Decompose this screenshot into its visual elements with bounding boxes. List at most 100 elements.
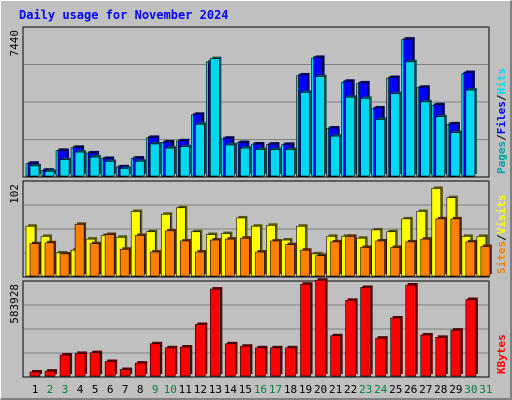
- bar-kbytes-day-18: [285, 345, 298, 377]
- bar-kbytes-day-12: [195, 322, 208, 377]
- bar-kbytes-day-24: [375, 336, 388, 377]
- x-tick-day-4: 4: [77, 383, 84, 396]
- bar-kbytes-day-8-face: [134, 362, 146, 377]
- bar-pages-day-19: [300, 90, 312, 177]
- bar-pages-day-14: [225, 142, 237, 177]
- bar-sites-day-9: [149, 250, 162, 277]
- bar-sites-day-24: [375, 238, 387, 277]
- bar-kbytes-day-12-face: [195, 324, 206, 377]
- right-label-separator: /: [495, 234, 508, 241]
- bar-pages-day-20-face: [315, 76, 325, 177]
- bar-pages-day-25-face: [390, 93, 401, 177]
- bar-sites-day-5-face: [89, 243, 100, 277]
- bar-sites-day-15-face: [240, 237, 250, 277]
- bar-kbytes-day-1: [29, 369, 42, 377]
- bar-kbytes-day-20-face: [315, 279, 326, 377]
- x-tick-day-8: 8: [137, 383, 144, 396]
- bar-sites-day-10-face: [164, 230, 175, 277]
- bar-sites-day-22: [345, 234, 357, 277]
- bar-kbytes-day-15: [240, 344, 253, 377]
- bar-sites-day-12-face: [195, 251, 205, 277]
- bar-kbytes-day-15-face: [240, 345, 251, 377]
- bar-kbytes-day-3: [59, 353, 73, 377]
- bar-sites-day-20: [315, 253, 327, 277]
- x-axis-day-labels: 1 2 3 4 5 6 7 8 9 10 11 12 13 14 15 16 17 18 19 20 21 22 23 24 2…: [32, 383, 493, 396]
- bar-pages-day-6-face: [104, 161, 115, 177]
- bar-kbytes-day-4-face: [74, 353, 86, 377]
- bar-pages-day-22-face: [345, 96, 355, 177]
- x-tick-day-28: 28: [434, 383, 447, 396]
- x-tick-day-14: 14: [224, 383, 238, 396]
- bar-kbytes-day-21-face: [330, 335, 341, 377]
- bar-sites-day-17-face: [270, 240, 280, 277]
- bar-kbytes-day-9-face: [149, 343, 161, 377]
- bar-kbytes-day-2: [44, 369, 58, 377]
- y-max-label: 7440: [8, 30, 21, 57]
- bar-sites-day-30-face: [465, 241, 476, 277]
- bar-sites-day-1-face: [29, 243, 40, 277]
- x-tick-day-23: 23: [359, 383, 372, 396]
- bar-kbytes-day-23: [360, 285, 373, 377]
- bar-sites-day-27: [420, 237, 432, 277]
- chart-title: Daily usage for November 2024: [19, 8, 229, 22]
- bar-pages-day-14-face: [225, 144, 235, 177]
- bar-kbytes-day-5-face: [89, 352, 101, 377]
- bar-pages-day-17: [270, 147, 282, 177]
- bar-sites-day-11: [180, 238, 192, 277]
- x-tick-day-31: 31: [479, 383, 492, 396]
- bar-pages-day-26: [405, 59, 417, 177]
- x-tick-day-25: 25: [389, 383, 402, 396]
- bar-kbytes-day-28-face: [435, 337, 447, 377]
- x-tick-day-30: 30: [464, 383, 477, 396]
- bar-sites-day-4-face: [74, 224, 85, 277]
- bar-kbytes-day-20: [315, 278, 328, 377]
- bar-kbytes-day-22: [345, 298, 358, 377]
- bar-sites-day-25-face: [390, 247, 401, 277]
- x-tick-day-3: 3: [62, 383, 69, 396]
- bar-sites-day-16-face: [255, 251, 265, 277]
- bar-sites-day-17: [270, 238, 282, 277]
- bar-sites-day-31: [480, 244, 492, 277]
- x-tick-day-21: 21: [329, 383, 342, 396]
- x-tick-day-7: 7: [122, 383, 129, 396]
- bar-kbytes-day-5: [89, 350, 103, 377]
- right-label-visits: Visits: [495, 195, 508, 235]
- bar-sites-day-21-face: [330, 241, 340, 277]
- bar-kbytes-day-19: [300, 282, 313, 377]
- bar-sites-day-31-face: [480, 246, 491, 277]
- bar-pages-day-16: [255, 147, 267, 177]
- bar-sites-day-30: [465, 239, 477, 277]
- bar-sites-day-11-face: [180, 240, 190, 277]
- x-tick-day-19: 19: [299, 383, 312, 396]
- bar-kbytes-day-16-face: [255, 347, 266, 377]
- bar-kbytes-day-30: [465, 297, 478, 377]
- bar-kbytes-day-23-face: [360, 287, 371, 377]
- bar-pages-day-23-face: [360, 98, 370, 177]
- bar-sites-day-8-face: [134, 235, 145, 277]
- bar-pages-day-4: [74, 150, 87, 177]
- bar-pages-day-15: [240, 146, 252, 177]
- panel-kbytes: 583928 KBytes: [8, 278, 508, 378]
- bar-pages-day-18-face: [285, 149, 295, 177]
- bar-kbytes-day-7: [119, 367, 133, 377]
- bar-sites-day-18: [285, 242, 297, 277]
- bar-kbytes-day-25-face: [390, 317, 402, 377]
- bar-kbytes-day-14-face: [225, 343, 236, 377]
- right-label-separator: /: [495, 134, 508, 141]
- bar-kbytes-day-29-face: [450, 329, 462, 377]
- bar-sites-day-13: [210, 238, 222, 277]
- x-tick-day-6: 6: [107, 383, 114, 396]
- bar-pages-day-25: [390, 91, 402, 177]
- bar-kbytes-day-13-face: [210, 288, 221, 377]
- bar-pages-day-9-face: [149, 143, 160, 177]
- x-tick-day-20: 20: [314, 383, 327, 396]
- x-tick-day-5: 5: [92, 383, 99, 396]
- bar-kbytes-day-26-face: [405, 284, 417, 377]
- bar-sites-day-8: [134, 233, 147, 277]
- bar-kbytes-day-17: [270, 345, 283, 377]
- y-max-label: 583928: [8, 284, 21, 324]
- x-tick-day-9: 9: [152, 383, 159, 396]
- x-tick-day-26: 26: [404, 383, 417, 396]
- x-tick-day-18: 18: [284, 383, 297, 396]
